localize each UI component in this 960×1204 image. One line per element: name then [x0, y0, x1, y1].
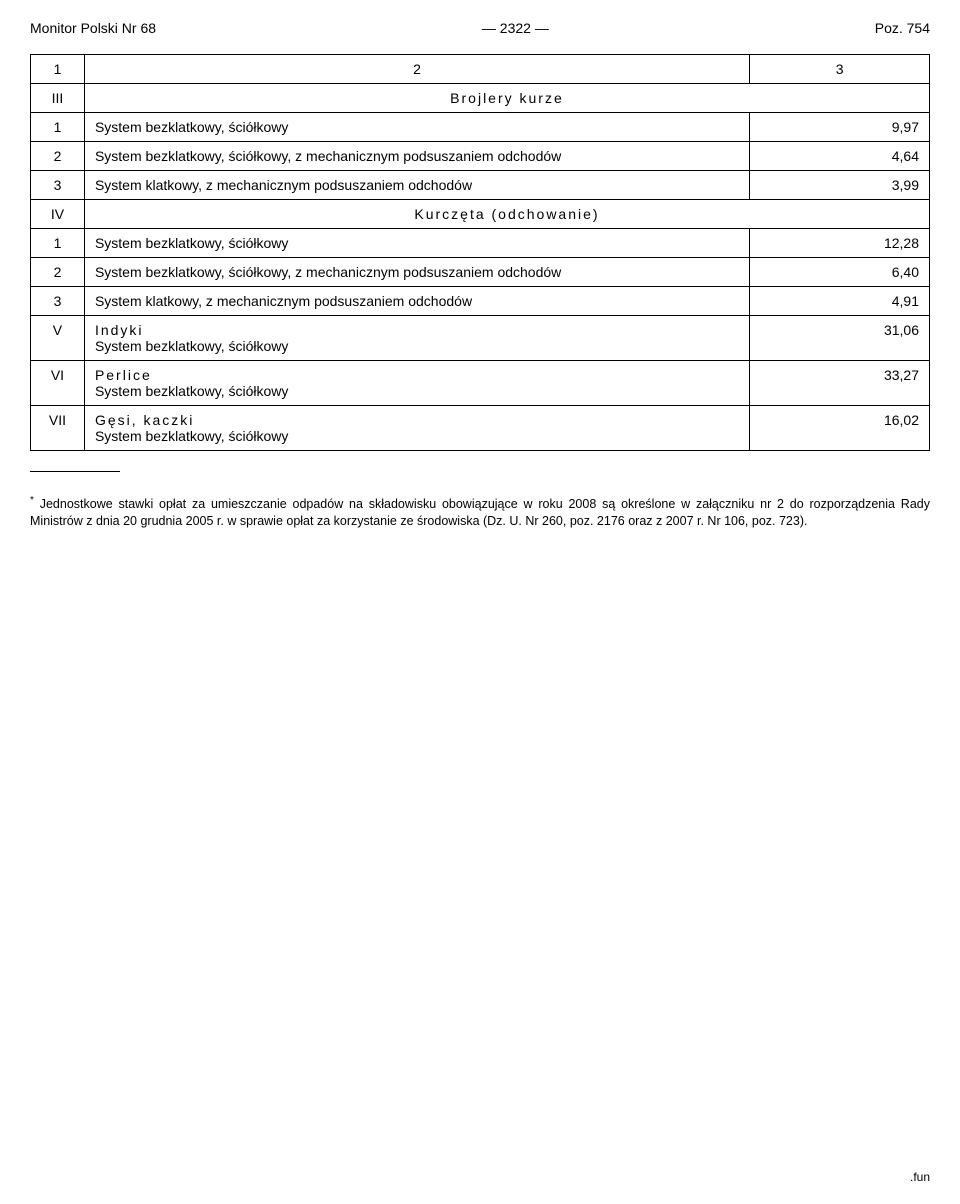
footnote-marker: * — [30, 495, 34, 506]
row-value: 3,99 — [750, 171, 930, 200]
section-VI-row: VI Perlice System bezklatkowy, ściółkowy… — [31, 361, 930, 406]
row-label: System bezklatkowy, ściółkowy, z mechani… — [84, 142, 749, 171]
header-center: — 2322 — — [482, 20, 549, 36]
col-header-3: 3 — [750, 55, 930, 84]
table-row: 1 System bezklatkowy, ściółkowy 9,97 — [31, 113, 930, 142]
section-roman: V — [31, 316, 85, 361]
section-cell: Gęsi, kaczki System bezklatkowy, ściółko… — [84, 406, 749, 451]
row-value: 12,28 — [750, 229, 930, 258]
header-right: Poz. 754 — [875, 20, 930, 36]
page-bottom-mark: .fun — [30, 1170, 930, 1184]
row-value: 4,64 — [750, 142, 930, 171]
table-header-row: 1 2 3 — [31, 55, 930, 84]
table-row: 3 System klatkowy, z mechanicznym podsus… — [31, 287, 930, 316]
section-title: Brojlery kurze — [84, 84, 929, 113]
section-title: Gęsi, kaczki — [95, 412, 194, 428]
table-row: 2 System bezklatkowy, ściółkowy, z mecha… — [31, 258, 930, 287]
row-number: 1 — [31, 229, 85, 258]
table-row: 3 System klatkowy, z mechanicznym podsus… — [31, 171, 930, 200]
row-number: 3 — [31, 171, 85, 200]
row-number: 2 — [31, 142, 85, 171]
header-left: Monitor Polski Nr 68 — [30, 20, 156, 36]
section-roman: VI — [31, 361, 85, 406]
row-label: System klatkowy, z mechanicznym podsusza… — [84, 171, 749, 200]
section-title: Perlice — [95, 367, 152, 383]
section-title: Kurczęta (odchowanie) — [84, 200, 929, 229]
row-number: 2 — [31, 258, 85, 287]
section-cell: Indyki System bezklatkowy, ściółkowy — [84, 316, 749, 361]
rates-table: 1 2 3 III Brojlery kurze 1 System bezkla… — [30, 54, 930, 451]
section-roman: III — [31, 84, 85, 113]
row-label: System bezklatkowy, ściółkowy — [84, 229, 749, 258]
section-III-header: III Brojlery kurze — [31, 84, 930, 113]
section-title: Indyki — [95, 322, 144, 338]
col-header-1: 1 — [31, 55, 85, 84]
table-row: 2 System bezklatkowy, ściółkowy, z mecha… — [31, 142, 930, 171]
section-subtitle: System bezklatkowy, ściółkowy — [95, 338, 288, 354]
section-roman: VII — [31, 406, 85, 451]
table-row: 1 System bezklatkowy, ściółkowy 12,28 — [31, 229, 930, 258]
row-value: 16,02 — [750, 406, 930, 451]
section-subtitle: System bezklatkowy, ściółkowy — [95, 428, 288, 444]
row-number: 1 — [31, 113, 85, 142]
footnote: * Jednostkowe stawki opłat za umieszczan… — [30, 494, 930, 530]
section-roman: IV — [31, 200, 85, 229]
section-subtitle: System bezklatkowy, ściółkowy — [95, 383, 288, 399]
row-value: 4,91 — [750, 287, 930, 316]
row-value: 33,27 — [750, 361, 930, 406]
footnote-text: Jednostkowe stawki opłat za umieszczanie… — [30, 497, 930, 528]
row-value: 31,06 — [750, 316, 930, 361]
section-VII-row: VII Gęsi, kaczki System bezklatkowy, ści… — [31, 406, 930, 451]
section-IV-header: IV Kurczęta (odchowanie) — [31, 200, 930, 229]
row-value: 9,97 — [750, 113, 930, 142]
section-V-row: V Indyki System bezklatkowy, ściółkowy 3… — [31, 316, 930, 361]
col-header-2: 2 — [84, 55, 749, 84]
page-header: Monitor Polski Nr 68 — 2322 — Poz. 754 — [30, 20, 930, 36]
section-cell: Perlice System bezklatkowy, ściółkowy — [84, 361, 749, 406]
row-number: 3 — [31, 287, 85, 316]
row-label: System klatkowy, z mechanicznym podsusza… — [84, 287, 749, 316]
row-value: 6,40 — [750, 258, 930, 287]
row-label: System bezklatkowy, ściółkowy — [84, 113, 749, 142]
row-label: System bezklatkowy, ściółkowy, z mechani… — [84, 258, 749, 287]
footnote-rule — [30, 471, 120, 472]
